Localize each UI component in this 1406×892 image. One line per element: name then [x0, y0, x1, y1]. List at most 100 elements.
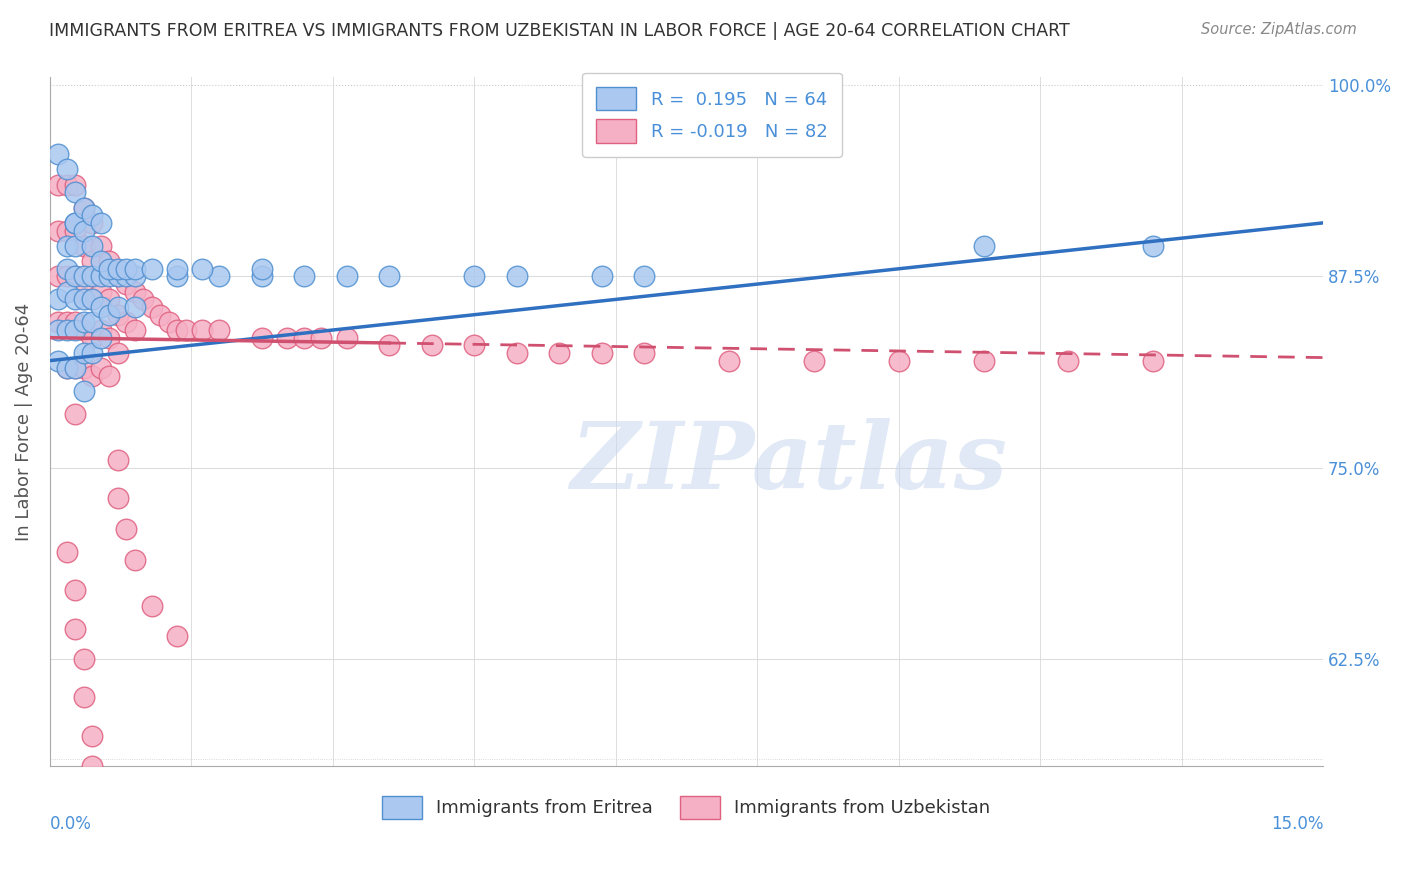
Point [82, 759, 104, 773]
Point [149, 308, 172, 322]
Point [90, 239, 112, 253]
Point [63, 216, 86, 230]
Point [46, 223, 69, 237]
Point [717, 353, 740, 368]
Point [46, 315, 69, 329]
Point [887, 353, 910, 368]
Point [82, 269, 104, 284]
Point [82, 208, 104, 222]
Point [63, 323, 86, 337]
Point [633, 269, 655, 284]
Point [55, 323, 77, 337]
Point [55, 239, 77, 253]
Point [82, 293, 104, 307]
Text: 15.0%: 15.0% [1271, 814, 1323, 832]
Point [90, 797, 112, 812]
Point [973, 239, 995, 253]
Point [82, 239, 104, 253]
Point [46, 269, 69, 284]
Point [63, 407, 86, 421]
Point [55, 162, 77, 177]
Point [90, 300, 112, 314]
Point [174, 323, 197, 337]
Point [63, 315, 86, 329]
Point [46, 147, 69, 161]
Point [55, 269, 77, 284]
Point [115, 277, 138, 292]
Point [55, 545, 77, 559]
Point [107, 308, 129, 322]
Point [208, 323, 231, 337]
Point [98, 293, 121, 307]
Point [107, 269, 129, 284]
Point [191, 261, 214, 276]
Point [82, 254, 104, 268]
Point [276, 331, 298, 345]
Point [208, 269, 231, 284]
Point [72, 315, 94, 329]
Point [63, 186, 86, 200]
Point [166, 629, 188, 643]
Point [98, 254, 121, 268]
Text: IMMIGRANTS FROM ERITREA VS IMMIGRANTS FROM UZBEKISTAN IN LABOR FORCE | AGE 20-64: IMMIGRANTS FROM ERITREA VS IMMIGRANTS FR… [49, 22, 1070, 40]
Point [63, 223, 86, 237]
Point [292, 269, 315, 284]
Point [82, 331, 104, 345]
Point [72, 239, 94, 253]
Point [311, 331, 333, 345]
Point [55, 285, 77, 299]
Point [98, 368, 121, 383]
Point [107, 491, 129, 506]
Point [63, 269, 86, 284]
Point [115, 522, 138, 536]
Point [72, 201, 94, 215]
Point [107, 453, 129, 467]
Point [72, 323, 94, 337]
Point [46, 178, 69, 192]
Y-axis label: In Labor Force | Age 20-64: In Labor Force | Age 20-64 [15, 302, 32, 541]
Point [82, 315, 104, 329]
Point [124, 285, 146, 299]
Point [63, 583, 86, 598]
Point [72, 223, 94, 237]
Point [82, 368, 104, 383]
Point [72, 269, 94, 284]
Point [107, 269, 129, 284]
Point [72, 361, 94, 376]
Point [141, 599, 163, 613]
Point [973, 353, 995, 368]
Point [124, 323, 146, 337]
Point [55, 223, 77, 237]
Point [107, 261, 129, 276]
Point [63, 178, 86, 192]
Point [250, 331, 273, 345]
Point [55, 361, 77, 376]
Text: 0.0%: 0.0% [49, 814, 91, 832]
Point [98, 261, 121, 276]
Point [1142, 239, 1164, 253]
Point [115, 261, 138, 276]
Text: Source: ZipAtlas.com: Source: ZipAtlas.com [1201, 22, 1357, 37]
Point [82, 729, 104, 743]
Point [166, 261, 188, 276]
Point [124, 269, 146, 284]
Point [72, 285, 94, 299]
Point [548, 346, 571, 360]
Point [107, 346, 129, 360]
Point [63, 239, 86, 253]
Point [63, 622, 86, 636]
Point [157, 315, 180, 329]
Point [141, 300, 163, 314]
Point [115, 315, 138, 329]
Point [378, 269, 401, 284]
Point [250, 261, 273, 276]
Point [591, 346, 613, 360]
Point [124, 300, 146, 314]
Point [72, 293, 94, 307]
Point [124, 552, 146, 566]
Point [336, 331, 359, 345]
Point [63, 269, 86, 284]
Point [90, 331, 112, 345]
Point [166, 323, 188, 337]
Point [82, 346, 104, 360]
